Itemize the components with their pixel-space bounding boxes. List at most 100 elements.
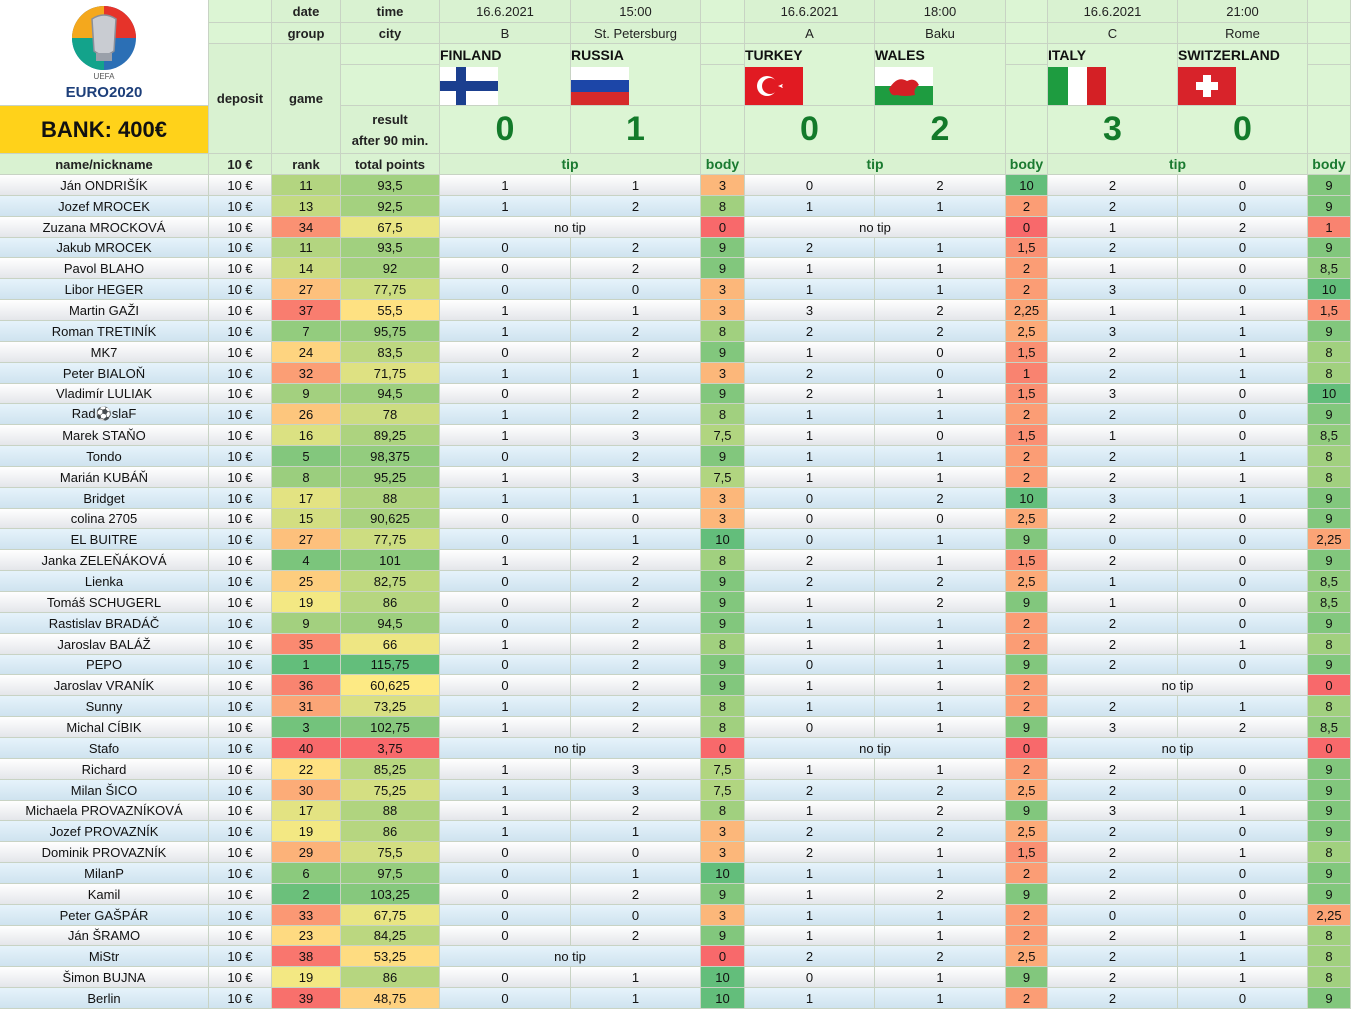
tip-home-goals: 1 — [440, 801, 571, 821]
tip-home-goals-text: 0 — [501, 594, 509, 610]
tip-points: 2 — [1006, 863, 1048, 884]
tip-home-goals-text: 1 — [501, 469, 509, 485]
tip-points: 3 — [701, 509, 745, 529]
tip-home-goals: 0 — [440, 384, 571, 404]
tip-away-goals: 1 — [1178, 946, 1308, 967]
tip-points-text: 0 — [1325, 677, 1333, 693]
group-label-text: group — [287, 25, 325, 41]
tip-points: 2 — [1006, 675, 1048, 696]
player-rank-text: 15 — [298, 511, 314, 526]
tip-away-goals: 2 — [571, 321, 701, 342]
tip-points: 3 — [701, 842, 745, 863]
player-deposit-text: 10 € — [227, 782, 253, 798]
tip-points-text: 8,5 — [1319, 719, 1339, 735]
player-deposit-text: 10 € — [227, 365, 253, 381]
tip-home-goals-text: 3 — [805, 302, 814, 318]
player-name: Bridget — [0, 488, 209, 509]
player-total-points-text: 92 — [382, 260, 398, 276]
italy-flag-icon — [1048, 67, 1106, 105]
tip-away-goals-text: 1 — [936, 990, 944, 1006]
player-total-points: 98,375 — [341, 446, 440, 467]
tip-away-goals: 1 — [1178, 363, 1308, 384]
tip-home-goals-text: 0 — [501, 448, 509, 464]
tip-away-goals-text: 1 — [631, 302, 640, 318]
tip-points-text: 0 — [1325, 740, 1333, 756]
tip-away-goals: 0 — [875, 363, 1006, 384]
player-rank-text: 32 — [298, 365, 314, 381]
player-total-points: 67,5 — [341, 217, 440, 238]
tip-away-goals-text: 0 — [631, 844, 640, 860]
player-name: Roman TRETINÍK — [0, 321, 209, 342]
player-total-points-text: 53,25 — [373, 948, 407, 964]
player-rank-text: 30 — [298, 782, 314, 798]
tip-home-goals-text: 2 — [1108, 552, 1117, 568]
tip-home-goals-text: 2 — [805, 240, 814, 255]
tip-points-text: 8 — [718, 323, 727, 339]
tip-points-text: 9 — [1022, 969, 1031, 985]
player-name-text: Michal CÍBIK — [66, 719, 142, 735]
team-away: SWITZERLAND — [1178, 44, 1308, 106]
tip-home-goals: 0 — [440, 884, 571, 905]
tip-points: 9 — [1308, 613, 1351, 634]
tip-points: 9 — [1006, 801, 1048, 821]
player-deposit-text: 10 € — [227, 406, 253, 422]
tip-points-text: 8 — [718, 698, 727, 714]
home-score: 0 — [745, 106, 875, 154]
tip-away-goals: 1 — [571, 529, 701, 550]
tip-away-goals: 1 — [571, 363, 701, 384]
tip-home-goals-text: 1 — [805, 865, 814, 881]
team-name: TURKEY — [745, 47, 803, 63]
game-header: game — [272, 44, 341, 154]
tip-away-goals: 2 — [571, 404, 701, 425]
tip-away-goals-text: 0 — [1238, 886, 1247, 902]
euro-trophy-icon — [72, 5, 136, 70]
tip-points-text: 3 — [718, 177, 727, 193]
player-total-points: 101 — [341, 550, 440, 571]
tip-points: 8,5 — [1308, 425, 1351, 446]
bank-total-text: BANK: 400€ — [41, 116, 167, 142]
tip-away-goals-text: 2 — [631, 198, 640, 214]
tip-points: 8 — [1308, 696, 1351, 717]
tip-away-goals: 1 — [875, 967, 1006, 988]
player-total-points-text: 102,75 — [370, 719, 410, 735]
tip-points: 9 — [1006, 884, 1048, 905]
tip-home-goals-text: 2 — [805, 552, 814, 568]
russia-flag-icon — [571, 67, 629, 105]
tip-home-goals: 3 — [745, 300, 875, 321]
tip-home-goals-text: 0 — [805, 719, 814, 735]
match-city-text: Rome — [1225, 25, 1260, 41]
tip-points-text: 9 — [1325, 552, 1333, 568]
tip-home-goals: 2 — [1048, 655, 1178, 675]
tip-away-goals-text: 0 — [1238, 657, 1247, 672]
player-name: PEPO — [0, 655, 209, 675]
player-total-points-text: 86 — [382, 969, 398, 985]
tip-home-goals-text: 0 — [501, 969, 509, 985]
tip-home-goals: 3 — [1048, 384, 1178, 404]
player-name-text: Marián KUBÁŇ — [59, 469, 149, 485]
tip-points: 2 — [1006, 759, 1048, 780]
tip-home-goals: 2 — [1048, 509, 1178, 529]
tip-points-text: 9 — [1325, 761, 1333, 777]
player-deposit-text: 10 € — [227, 907, 253, 923]
tip-away-goals: 1 — [1178, 446, 1308, 467]
player-deposit: 10 € — [209, 801, 272, 821]
tip-points: 1 — [1006, 363, 1048, 384]
tip-away-goals: 0 — [1178, 529, 1308, 550]
player-deposit-text: 10 € — [227, 948, 253, 964]
tip-away-goals: 1 — [875, 863, 1006, 884]
tip-away-goals-text: 1 — [936, 281, 944, 297]
player-total-points-text: 3,75 — [377, 740, 403, 756]
deposit-column-header-text: 10 € — [227, 156, 253, 172]
tip-away-goals-text: 2 — [936, 177, 944, 193]
player-name-text: Michaela PROVAZNÍKOVÁ — [25, 803, 183, 818]
player-deposit: 10 € — [209, 175, 272, 196]
player-rank-text: 36 — [298, 677, 314, 693]
tip-away-goals-text: 2 — [631, 677, 640, 693]
tip-home-goals-text: 1 — [501, 427, 509, 443]
player-name-text: Richard — [81, 761, 127, 777]
tip-away-goals-text: 2 — [631, 615, 640, 631]
tip-away-goals-text: 1 — [631, 823, 640, 839]
player-total-points-text: 88 — [382, 490, 398, 506]
player-name: Jozef PROVAZNÍK — [0, 821, 209, 842]
player-name: Ján ONDRIŠÍK — [0, 175, 209, 196]
